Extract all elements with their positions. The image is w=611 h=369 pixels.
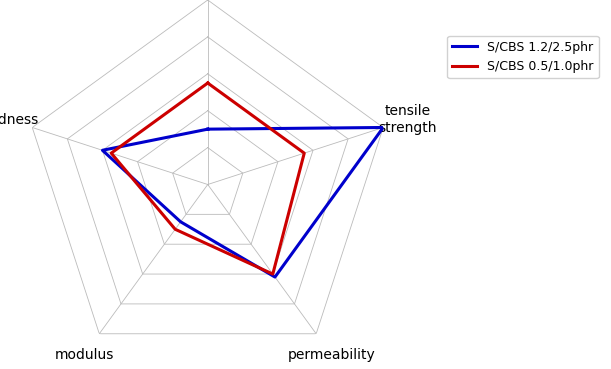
Legend: S/CBS 1.2/2.5phr, S/CBS 0.5/1.0phr: S/CBS 1.2/2.5phr, S/CBS 0.5/1.0phr bbox=[447, 36, 599, 78]
